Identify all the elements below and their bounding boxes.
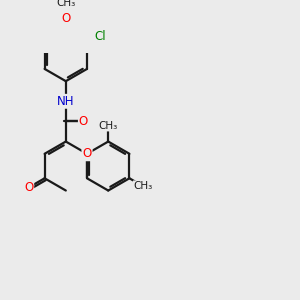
Text: NH: NH [57,95,75,108]
Text: CH₃: CH₃ [134,181,153,191]
Text: O: O [79,115,88,128]
Text: CH₃: CH₃ [56,0,75,8]
Text: O: O [61,12,70,25]
Text: CH₃: CH₃ [99,121,118,130]
Text: O: O [24,181,33,194]
Text: Cl: Cl [94,30,106,43]
Text: O: O [82,147,91,160]
